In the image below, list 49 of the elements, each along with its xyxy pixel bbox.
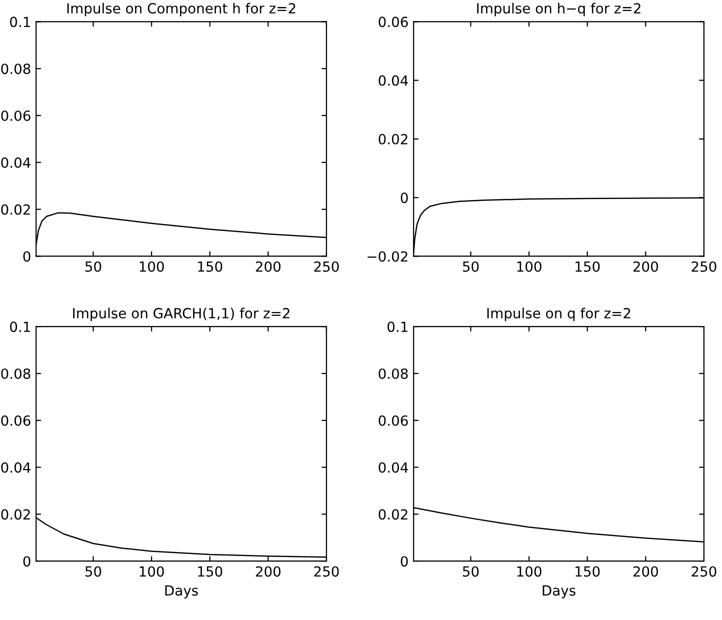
x-tick-label: 200 — [256, 566, 280, 577]
y-tick-label: 0.08 — [1, 64, 30, 74]
y-tick-label: 0.04 — [1, 462, 30, 473]
x-tick-label: 100 — [140, 566, 164, 577]
x-axis-title: Days — [542, 585, 576, 598]
x-tick-label: 250 — [692, 261, 716, 272]
y-tick-label: 0.06 — [1, 110, 30, 121]
x-tick-label: 50 — [85, 261, 102, 272]
y-tick-label: 0.02 — [1, 509, 30, 520]
y-tick-label: 0.04 — [378, 462, 408, 473]
x-tick-label: 200 — [256, 261, 280, 272]
x-tick-label: 50 — [462, 261, 479, 272]
x-tick-label: 100 — [140, 261, 164, 272]
x-tick-label: 50 — [462, 566, 479, 577]
y-tick-label: 0 — [400, 556, 408, 567]
y-tick-label: 0.06 — [1, 415, 30, 426]
y-tick-label: 0.1 — [10, 16, 30, 28]
x-tick-label: 150 — [198, 261, 222, 272]
y-tick-label: 0.1 — [10, 322, 30, 332]
y-tick-label: 0.04 — [378, 75, 408, 86]
y-tick-label: 0.06 — [378, 415, 408, 426]
y-tick-label: −0.02 — [368, 251, 408, 262]
x-tick-label: 50 — [85, 566, 102, 577]
x-tick-label: 250 — [692, 566, 716, 577]
x-tick-label: 100 — [517, 261, 542, 272]
x-tick-label: 200 — [633, 261, 658, 272]
y-tick-label: 0.04 — [1, 157, 30, 168]
y-tick-label: 0.02 — [378, 509, 408, 520]
x-tick-label: 100 — [517, 566, 542, 577]
y-tick-label: 0.08 — [378, 368, 408, 379]
chart-title: Impulse on GARCH(1,1) for z=2 — [73, 308, 290, 322]
y-tick-label: 0 — [23, 251, 30, 262]
y-tick-label: 0.1 — [388, 322, 408, 332]
y-tick-label: 0.02 — [378, 134, 408, 144]
x-tick-label: 150 — [198, 566, 222, 577]
x-axis-title: Days — [165, 585, 198, 598]
x-tick-label: 200 — [633, 566, 658, 577]
chart-title: Impulse on Component h for z=2 — [67, 2, 296, 16]
y-tick-label: 0.02 — [1, 204, 30, 215]
chart-title: Impulse on h−q for z=2 — [477, 2, 640, 16]
x-tick-label: 150 — [576, 261, 600, 272]
x-tick-label: 150 — [576, 566, 600, 577]
chart-title: Impulse on q for z=2 — [487, 308, 630, 322]
y-tick-label: 0.06 — [378, 16, 408, 28]
y-tick-label: 0.08 — [1, 368, 30, 379]
x-tick-label: 250 — [314, 261, 339, 272]
x-tick-label: 250 — [314, 566, 339, 577]
y-tick-label: 0 — [23, 556, 30, 567]
y-tick-label: 0 — [400, 192, 408, 204]
